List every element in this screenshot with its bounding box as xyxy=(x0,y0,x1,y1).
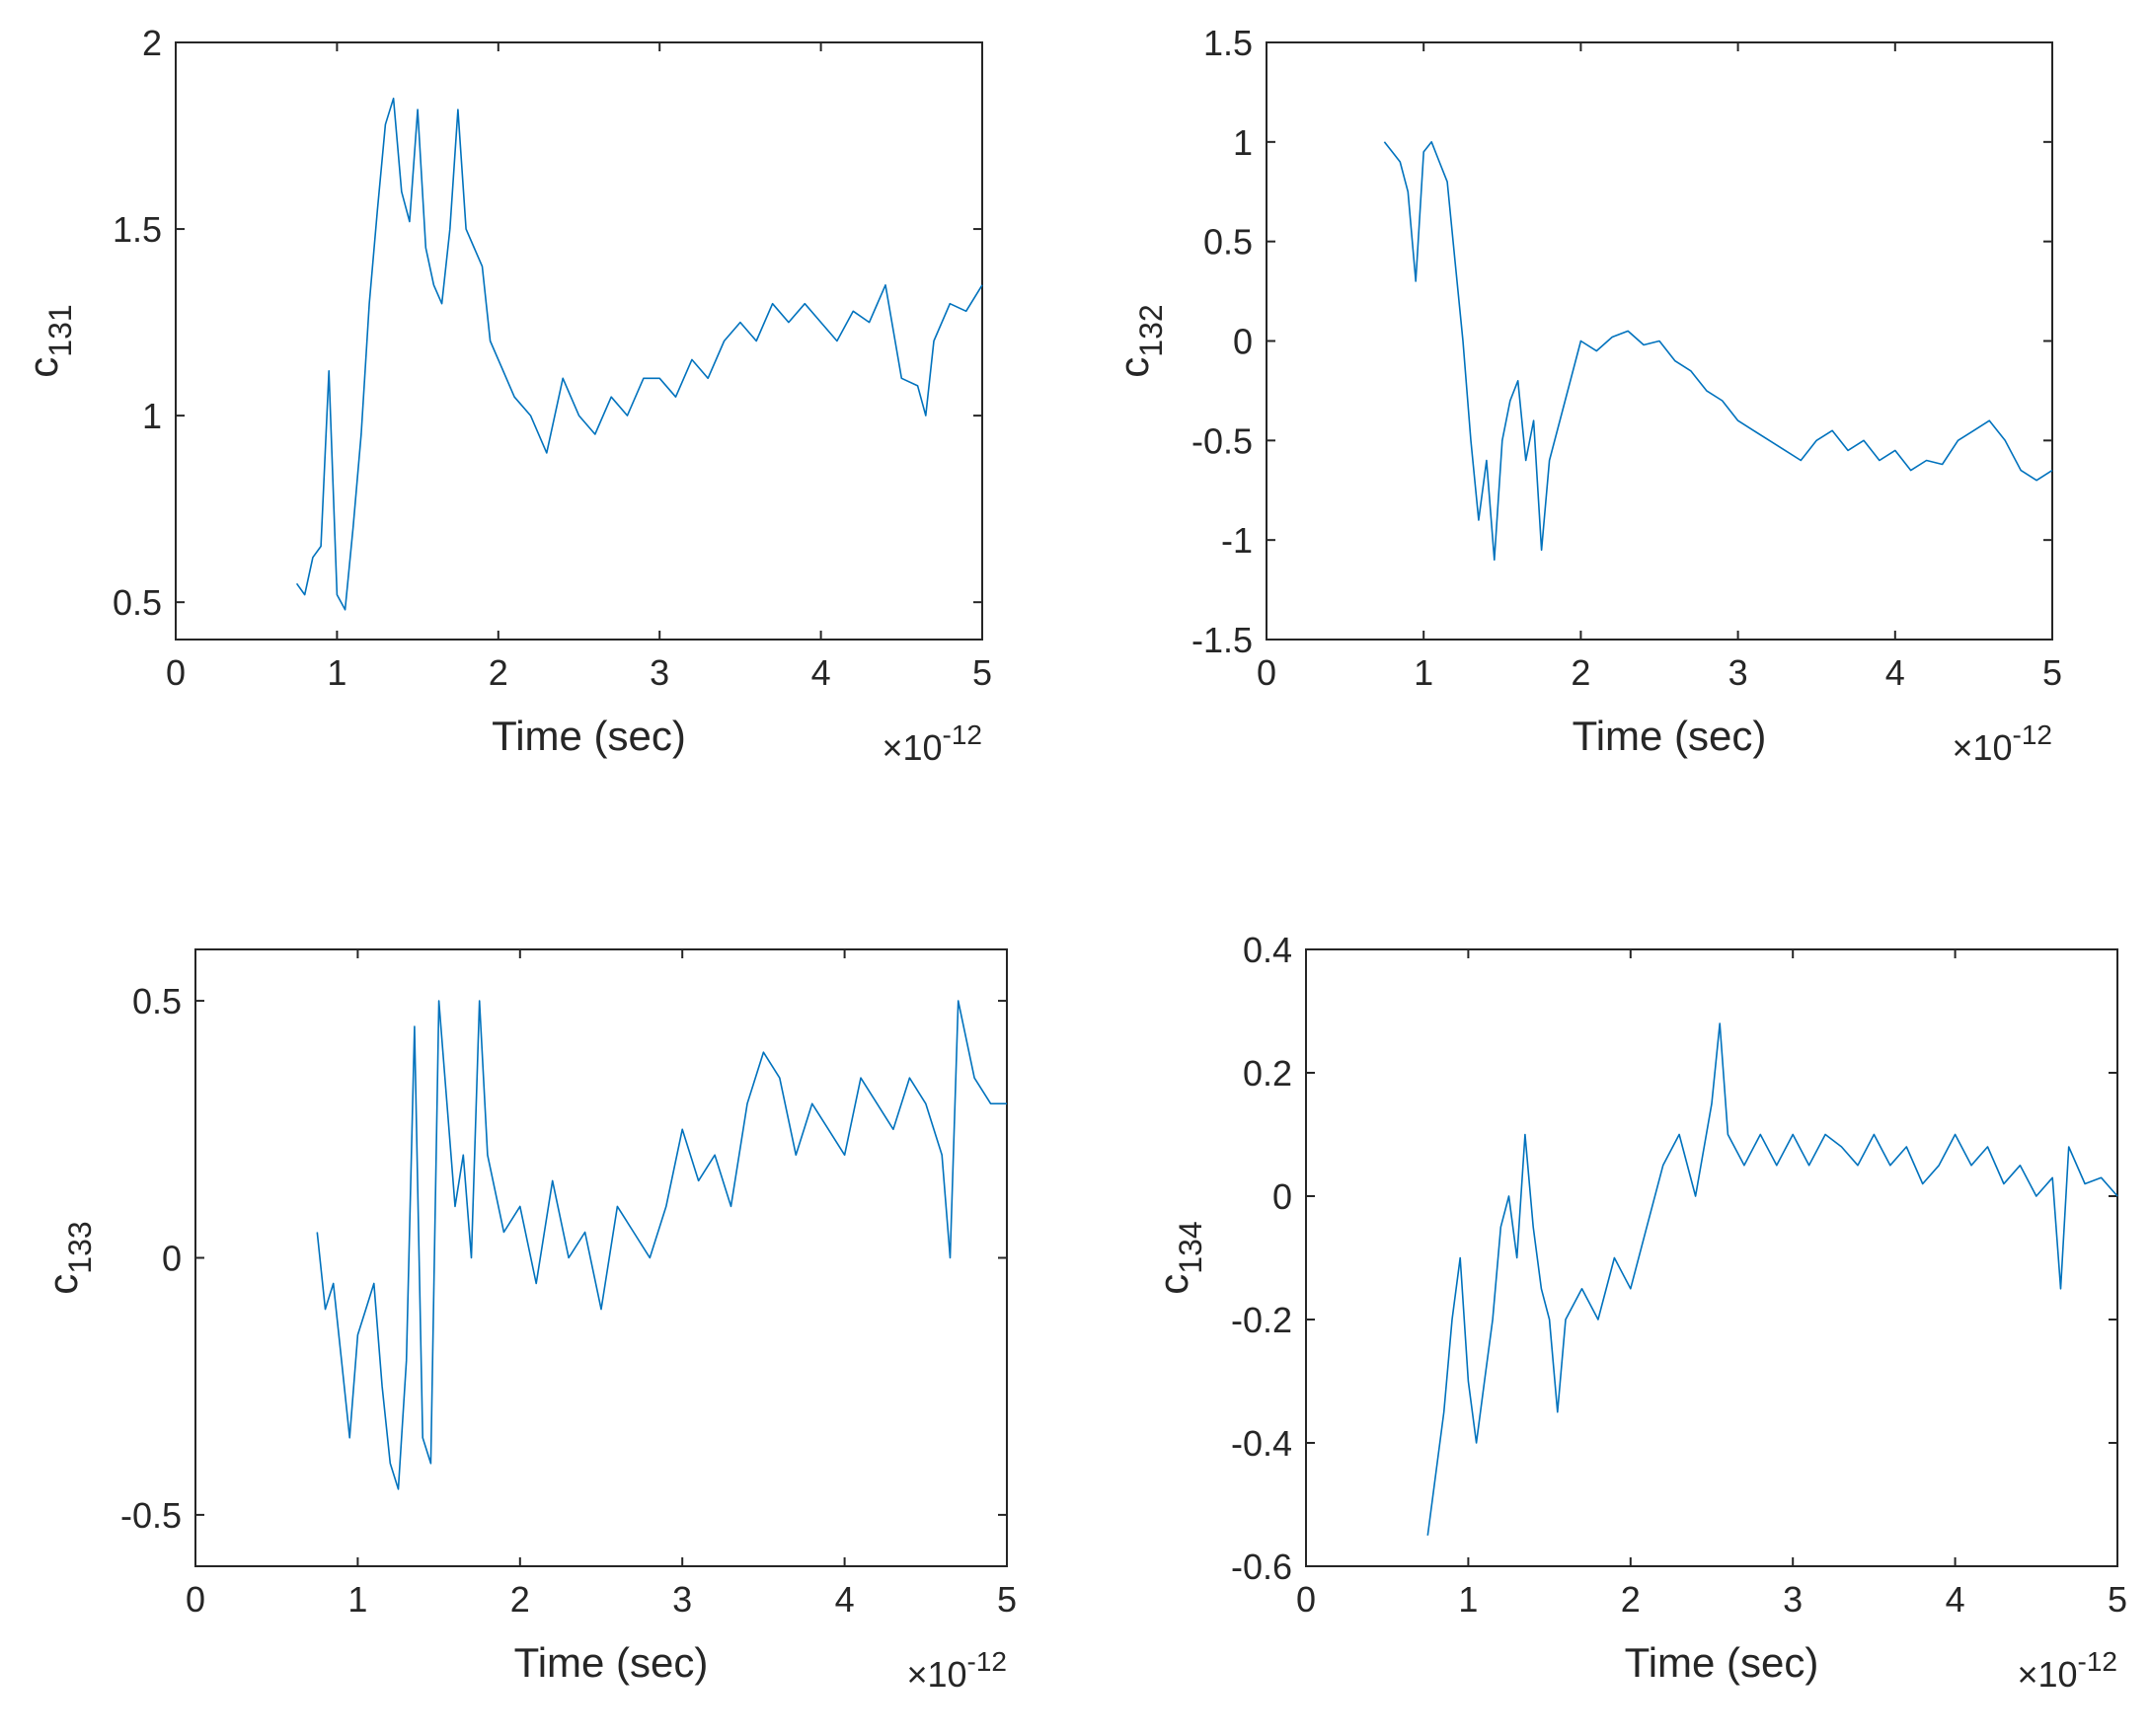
x-exponent-base: ×10 xyxy=(1952,727,2012,768)
y-tick-label: 0 xyxy=(162,1239,182,1279)
x-axis-label: Time (sec) xyxy=(492,713,686,759)
y-tick-label: 1.5 xyxy=(113,209,162,250)
x-exponent-base: ×10 xyxy=(882,727,942,768)
y-tick-label: 0.2 xyxy=(1243,1053,1292,1094)
x-exponent-label: ×10-12 xyxy=(1952,719,2052,768)
x-tick-label: 0 xyxy=(166,652,186,693)
series-line-c134 xyxy=(1426,1022,2118,1536)
x-exponent-power: -12 xyxy=(943,719,982,750)
y-tick-label: 1.5 xyxy=(1203,23,1253,63)
x-axis-label: Time (sec) xyxy=(514,1639,709,1686)
y-axis-label-subscript: 134 xyxy=(1173,1221,1208,1273)
y-tick-label: -1.5 xyxy=(1191,620,1253,660)
x-tick-label: 1 xyxy=(347,1579,367,1620)
y-tick-label: 1 xyxy=(142,396,162,436)
x-tick-label: 1 xyxy=(1414,652,1433,693)
x-tick-label: 5 xyxy=(997,1579,1017,1620)
x-exponent-label: ×10-12 xyxy=(906,1646,1007,1695)
y-axis-label-subscript: 132 xyxy=(1133,304,1169,356)
y-tick-label: 2 xyxy=(142,23,162,63)
y-axis-label: c134 xyxy=(1150,1221,1208,1294)
x-exponent-base: ×10 xyxy=(2017,1654,2077,1695)
series-line-c132 xyxy=(1383,141,2053,562)
y-tick-label: -0.4 xyxy=(1231,1423,1292,1464)
subplot-3: 0 1 2 3 4 5 -0.5 0 0.5 Time (sec) ×10-12 c133 xyxy=(39,948,1017,1695)
x-tick-label: 3 xyxy=(1783,1579,1803,1620)
x-axis-label: Time (sec) xyxy=(1625,1639,1819,1686)
y-tick-label: -0.6 xyxy=(1231,1547,1292,1587)
x-tick-label: 1 xyxy=(327,652,346,693)
series-line-c131 xyxy=(295,97,983,611)
x-tick-label: 2 xyxy=(489,652,508,693)
axes-box xyxy=(1305,948,2118,1567)
y-tick-label: 0.5 xyxy=(113,582,162,623)
x-exponent-power: -12 xyxy=(967,1646,1007,1677)
y-tick-label: 0.5 xyxy=(132,981,182,1021)
y-tick-label: -0.5 xyxy=(1191,420,1253,461)
y-axis-label-subscript: 133 xyxy=(62,1221,98,1273)
x-exponent-label: ×10-12 xyxy=(882,719,982,768)
y-axis-label-main: c xyxy=(1111,357,1157,378)
y-tick-label: 0 xyxy=(1233,322,1253,362)
x-axis-label: Time (sec) xyxy=(1573,713,1767,759)
x-tick-label: 1 xyxy=(1458,1579,1478,1620)
subplot-2: 0 1 2 3 4 5 -1.5 -1 -0.5 0 0.5 1 1.5 Time (sec) ×10-12… xyxy=(1111,23,2062,768)
x-tick-label: 2 xyxy=(510,1579,530,1620)
y-axis-label-subscript: 131 xyxy=(42,304,78,356)
x-tick-label: 5 xyxy=(2042,652,2062,693)
x-exponent-label: ×10-12 xyxy=(2017,1646,2117,1695)
x-tick-label: 3 xyxy=(650,652,669,693)
y-tick-label: -0.2 xyxy=(1231,1300,1292,1340)
y-tick-label: 0.4 xyxy=(1243,930,1292,970)
subplot-4: 0 1 2 3 4 5 -0.6 -0.4 -0.2 0 0.2 0.4 Time (sec) ×10-1… xyxy=(1150,930,2127,1695)
x-exponent-power: -12 xyxy=(2078,1646,2117,1677)
x-tick-label: 2 xyxy=(1571,652,1590,693)
y-tick-label: 1 xyxy=(1233,122,1253,163)
x-tick-label: 4 xyxy=(1946,1579,1965,1620)
x-tick-label: 4 xyxy=(1885,652,1905,693)
x-tick-label: 0 xyxy=(186,1579,205,1620)
x-tick-label: 3 xyxy=(672,1579,692,1620)
y-tick-label: 0 xyxy=(1272,1176,1292,1217)
x-tick-label: 5 xyxy=(972,652,992,693)
x-tick-label: 2 xyxy=(1621,1579,1641,1620)
axes-box xyxy=(194,948,1008,1567)
x-tick-label: 4 xyxy=(811,652,831,693)
y-axis-label: c133 xyxy=(39,1221,98,1294)
y-axis-label: c132 xyxy=(1111,304,1169,377)
y-axis-label-main: c xyxy=(1150,1274,1196,1295)
x-tick-label: 3 xyxy=(1728,652,1748,693)
x-exponent-base: ×10 xyxy=(906,1654,966,1695)
y-tick-label: -0.5 xyxy=(120,1495,182,1536)
y-tick-label: -1 xyxy=(1221,520,1253,561)
x-tick-label: 4 xyxy=(835,1579,855,1620)
y-axis-label: c131 xyxy=(20,304,78,377)
y-tick-label: 0.5 xyxy=(1203,222,1253,263)
y-axis-label-main: c xyxy=(39,1274,86,1295)
subplot-1: 0 1 2 3 4 5 0.5 1 1.5 2 Time (sec) ×10-12 c131 xyxy=(20,23,992,768)
series-line-c133 xyxy=(316,1000,1007,1490)
axes-box xyxy=(175,41,983,641)
y-axis-label-main: c xyxy=(20,357,66,378)
x-tick-label: 0 xyxy=(1257,652,1276,693)
x-tick-label: 0 xyxy=(1296,1579,1316,1620)
x-exponent-power: -12 xyxy=(2013,719,2052,750)
x-tick-label: 5 xyxy=(2108,1579,2127,1620)
